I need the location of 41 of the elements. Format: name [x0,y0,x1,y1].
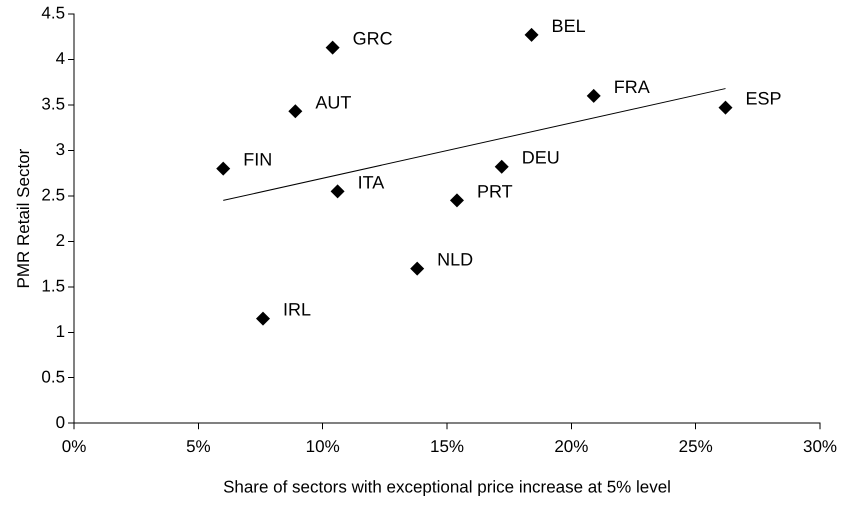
y-tick-label: 2 [56,231,66,250]
annotation: ESP [746,88,782,109]
point [326,40,340,55]
y-tick-label: 1.5 [41,276,66,296]
x-tick-label: 10% [306,437,340,456]
y-tick-label: 2.5 [41,186,66,205]
point [524,28,539,42]
annotation: BEL [552,16,586,36]
y-tick-label: 0 [56,412,66,432]
x-tick-label: 25% [678,437,713,456]
x-axis-title: Share of sectors with exceptional price increase at 5% level [223,477,671,496]
annotation: FRA [614,76,650,97]
x-tick-label: 5% [186,437,211,456]
x-tick-label: 15% [430,437,464,456]
y-tick-label: 4.5 [41,4,66,23]
point [450,193,464,208]
point [586,88,601,103]
annotation: DEU [522,148,560,168]
x-tick-label: 0% [62,437,86,456]
point [330,184,345,198]
point [216,162,230,176]
point [410,262,424,276]
point [718,100,733,115]
y-tick-label: 1 [56,322,66,341]
annotation: IRL [283,300,312,320]
annotation: ITA [358,172,384,192]
annotation: GRC [352,28,393,49]
point [494,160,509,174]
point [256,312,270,326]
y-tick-label: 0.5 [41,367,66,386]
y-axis-title: PMR Retail Sector [14,148,33,289]
x-tick-label: 20% [554,437,588,456]
point [288,104,302,118]
annotation: AUT [315,92,352,112]
annotation: FIN [243,150,272,170]
y-tick-label: 3.5 [41,94,66,114]
y-tick-label: 3 [56,140,66,160]
annotation: PRT [476,181,513,202]
annotation: NLD [437,250,474,270]
x-tick-label: 30% [802,437,838,456]
y-tick-label: 4 [56,49,66,68]
